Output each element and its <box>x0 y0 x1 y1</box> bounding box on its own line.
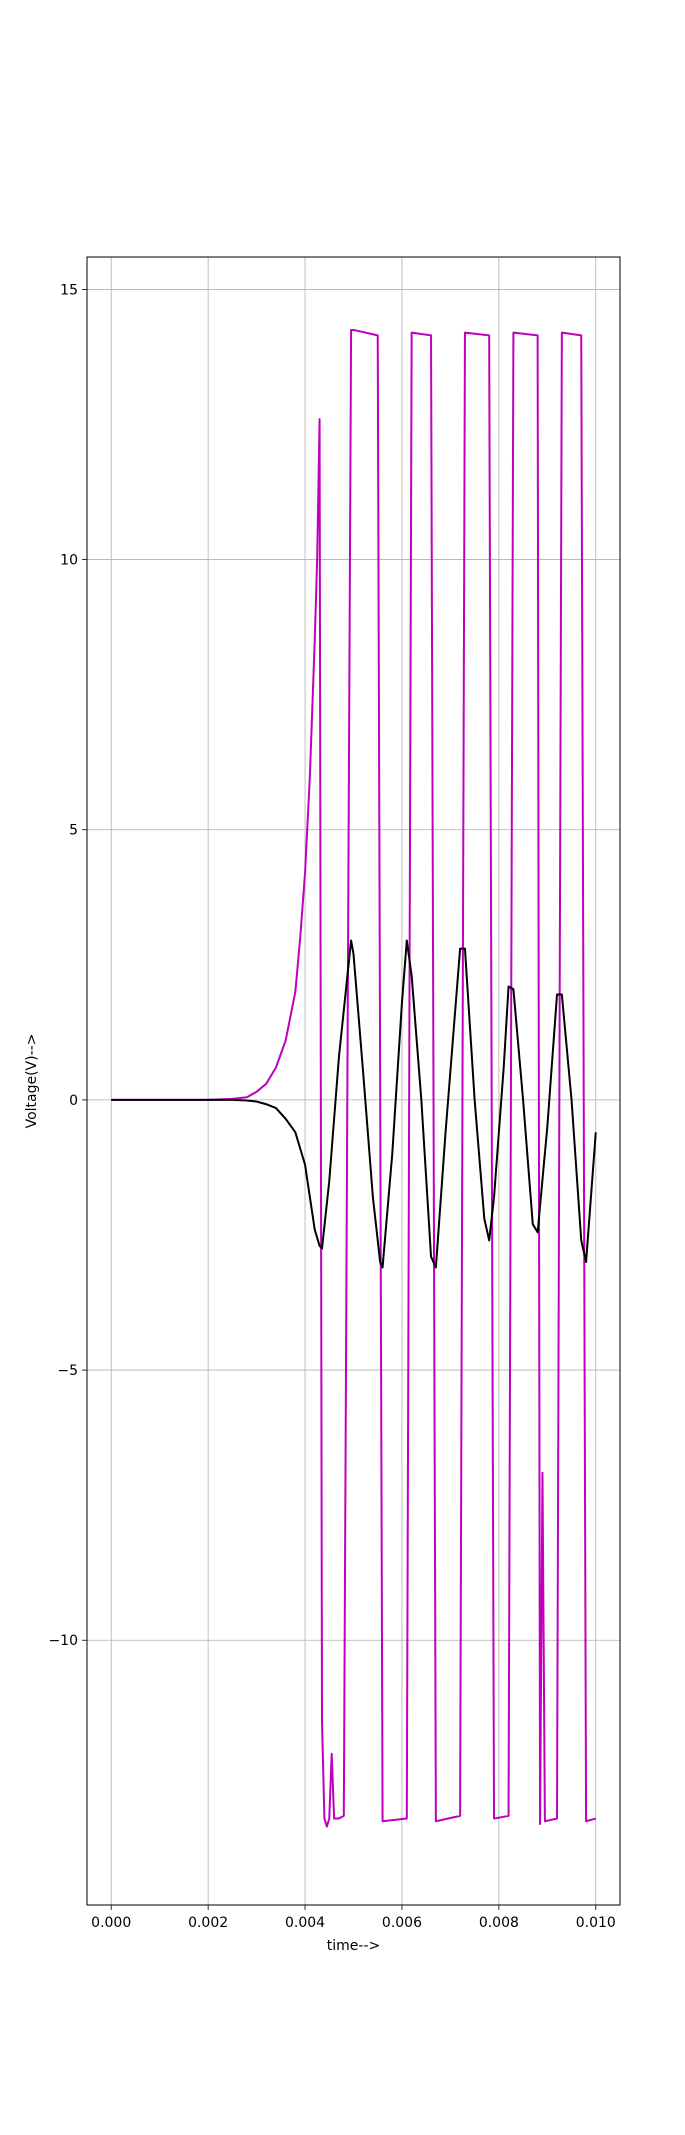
plot-frame <box>86 256 621 1906</box>
x-tick-label: 0.004 <box>285 1915 325 1931</box>
x-tick-label: 0.000 <box>91 1915 131 1931</box>
x-axis: 0.000 0.002 0.004 0.006 0.008 0.010 <box>91 1905 616 1931</box>
y-axis-label: Voltage(V)--> <box>24 1034 40 1129</box>
y-axis: −10 −5 0 5 10 15 <box>48 282 87 1649</box>
series-lines <box>111 328 597 1828</box>
y-tick-label: 15 <box>60 282 78 298</box>
x-axis-label: time--> <box>327 1938 380 1954</box>
x-tick-label: 0.006 <box>382 1915 422 1931</box>
x-tick-label: 0.010 <box>576 1915 616 1931</box>
y-tick-label: −10 <box>48 1633 78 1649</box>
x-tick-label: 0.008 <box>479 1915 519 1931</box>
x-tick-label: 0.002 <box>188 1915 228 1931</box>
grid <box>87 257 620 1905</box>
y-tick-label: 5 <box>69 823 78 839</box>
y-tick-label: −5 <box>57 1363 78 1379</box>
y-tick-label: 0 <box>69 1093 78 1109</box>
series-line-1 <box>111 328 597 1828</box>
series-line-2 <box>111 939 597 1269</box>
y-tick-label: 10 <box>60 553 78 569</box>
